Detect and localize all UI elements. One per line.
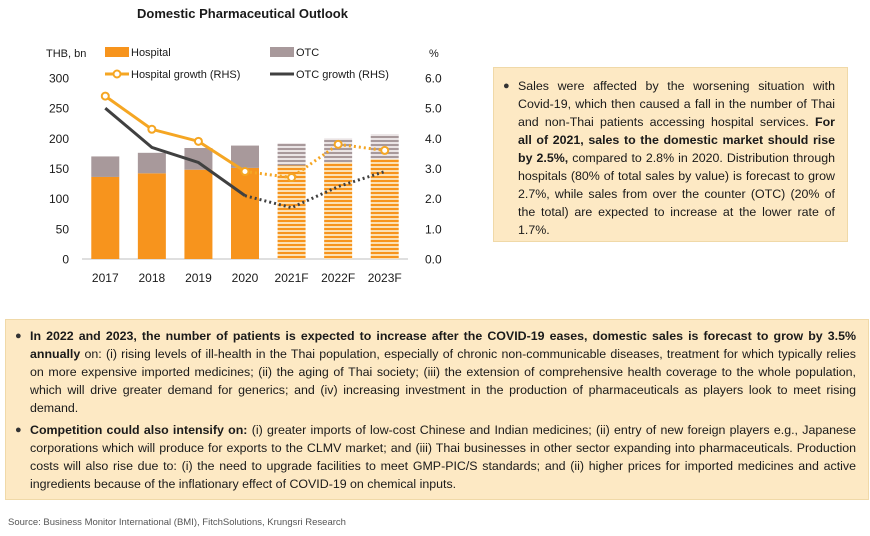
y-left-tick-label: 300	[49, 72, 69, 86]
x-tick-label: 2018	[139, 271, 166, 285]
chart: Hospital OTC Hospital growth (RHS) OTC grow…	[46, 47, 442, 285]
bar-otc	[91, 156, 120, 177]
outlook-text-1: on: (i) rising levels of ill-health in t…	[30, 347, 856, 415]
y-right-tick-label: 5.0	[425, 102, 442, 116]
hospital-growth-point	[240, 167, 250, 177]
y-left-tick-label: 0	[62, 253, 69, 267]
legend-label-otc: OTC	[296, 47, 319, 59]
summary-text-1: Sales were affected by the worsening sit…	[518, 79, 835, 129]
hospital-growth-line-dotted	[244, 142, 385, 180]
y-right-tick-label: 2.0	[425, 192, 442, 206]
y-right-tick-label: 1.0	[425, 222, 442, 236]
hospital-growth-point	[193, 136, 203, 146]
x-tick-label: 2017	[92, 271, 119, 285]
legend-label-hospital: Hospital	[131, 47, 171, 59]
legend-swatch-otc	[270, 47, 294, 57]
summary-bold: For all of 2021, sales to the domestic m…	[518, 115, 835, 165]
y-left-tick-label: 100	[49, 192, 69, 206]
outlook-box-2022-2023: ● In 2022 and 2023, the number of patient…	[5, 319, 869, 500]
hospital-growth-point	[100, 91, 110, 101]
hospital-growth-point	[333, 139, 343, 149]
bar-otc	[277, 143, 306, 166]
y-left-tick-label: 50	[56, 222, 70, 236]
bar-otc	[184, 147, 213, 170]
summary-box-2021: ● Sales were affected by the worsening si…	[493, 67, 848, 242]
bar-hospital	[91, 176, 120, 259]
bullet-icon: ●	[503, 80, 510, 92]
chart-title: Domestic Pharmaceutical Outlook	[137, 6, 348, 21]
bar-hospital	[184, 169, 213, 259]
hospital-growth-line-solid	[104, 94, 246, 173]
legend-marker-hospital-growth	[112, 69, 122, 79]
hospital-growth-point	[147, 124, 157, 134]
legend-label-otc-growth: OTC growth (RHS)	[296, 69, 389, 81]
bar-otc	[137, 152, 166, 174]
bullet-icon: ●	[15, 330, 22, 342]
outlook-bold-1: In 2022 and 2023, the number of patients…	[30, 329, 856, 361]
hospital-growth-point	[287, 173, 297, 183]
outlook-paragraph-demand: ● In 2022 and 2023, the number of patient…	[15, 327, 856, 417]
outlook-paragraph-competition: ● Competition could also intensify on: (i…	[15, 421, 856, 493]
summary-text-2: compared to 2.8% in 2020. Distribution t…	[518, 151, 835, 237]
bar-hospital	[231, 167, 259, 259]
y-left-tick-label: 150	[49, 162, 69, 176]
y-right-unit-label: %	[429, 48, 439, 60]
bar-hospital	[324, 162, 353, 259]
y-right-tick-label: 6.0	[425, 72, 442, 86]
y-right-tick-label: 4.0	[425, 132, 442, 146]
y-left-tick-label: 200	[49, 132, 69, 146]
x-tick-label: 2022F	[321, 271, 355, 285]
bar-hospital	[370, 158, 399, 259]
x-tick-label: 2020	[232, 271, 259, 285]
x-tick-label: 2023F	[368, 271, 402, 285]
x-tick-label: 2019	[185, 271, 212, 285]
otc-growth-line-dotted	[244, 170, 386, 210]
bar-hospital	[137, 173, 166, 259]
outlook-text-2: (i) greater imports of low-cost Chinese …	[30, 423, 856, 491]
legend-swatch-hospital	[105, 47, 129, 57]
bullet-icon: ●	[15, 424, 22, 436]
hospital-growth-point	[380, 145, 390, 155]
y-left-tick-label: 250	[49, 102, 69, 116]
source-note: Source: Business Monitor International (…	[8, 517, 346, 528]
y-right-tick-label: 3.0	[425, 162, 442, 176]
otc-growth-line-solid	[104, 107, 246, 197]
y-right-tick-label: 0.0	[425, 253, 442, 267]
y-left-unit-label: THB, bn	[46, 48, 86, 60]
bar-otc	[231, 145, 259, 168]
legend-label-hospital-growth: Hospital growth (RHS)	[131, 69, 240, 81]
outlook-bold-2: Competition could also intensify on:	[30, 423, 248, 437]
x-tick-label: 2021F	[275, 271, 309, 285]
summary-paragraph: ● Sales were affected by the worsening si…	[503, 77, 835, 239]
